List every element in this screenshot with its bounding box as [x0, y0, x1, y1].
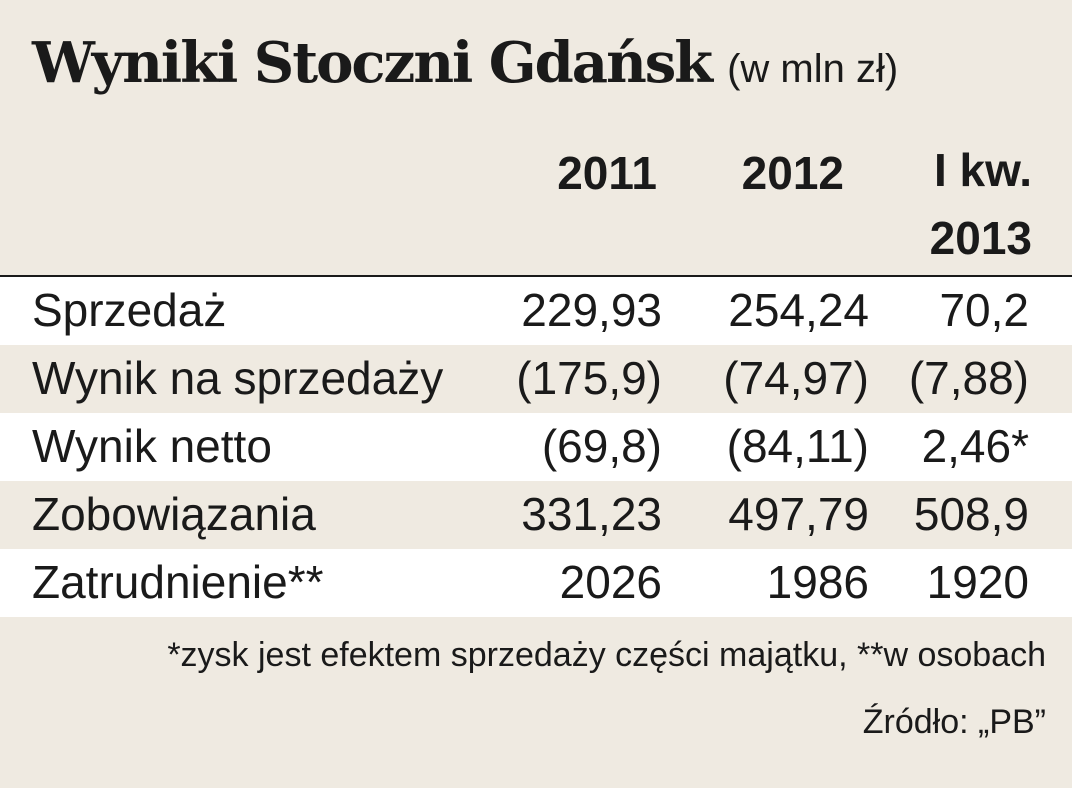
cell-q1-2013: 2,46* — [921, 420, 1029, 472]
row-label: Sprzedaż — [32, 284, 227, 336]
cell-q1-2013: 1920 — [926, 556, 1029, 608]
table-row: Wynik netto (69,8) (84,11) 2,46* — [0, 413, 1072, 481]
cell-2012: (74,97) — [723, 352, 869, 404]
cell-2011: (175,9) — [516, 352, 662, 404]
row-label: Zobowiązania — [32, 488, 316, 540]
column-header-q1-2013: I kw. 2013 — [892, 136, 1032, 272]
cell-q1-2013: (7,88) — [908, 352, 1029, 404]
cell-q1-2013: 70,2 — [939, 284, 1029, 336]
table-row: Wynik na sprzedaży (175,9) (74,97) (7,88… — [0, 345, 1072, 413]
cell-2011: 229,93 — [521, 284, 662, 336]
page-title: Wyniki Stoczni Gdańsk — [32, 30, 713, 96]
column-header-q1-line1: I kw. — [934, 144, 1032, 196]
cell-q1-2013: 508,9 — [913, 488, 1029, 540]
source-credit: Źródło: „PB” — [862, 703, 1046, 741]
results-table: Sprzedaż 229,93 254,24 70,2 Wynik na spr… — [0, 277, 1072, 617]
row-label: Wynik na sprzedaży — [32, 352, 444, 404]
header-divider — [0, 275, 1072, 277]
cell-2012: (84,11) — [726, 420, 869, 472]
column-header-2011: 2011 — [557, 147, 657, 199]
footnote: *zysk jest efektem sprzedaży części mają… — [167, 636, 1046, 674]
cell-2011: (69,8) — [541, 420, 662, 472]
cell-2011: 331,23 — [521, 488, 662, 540]
cell-2012: 254,24 — [728, 284, 869, 336]
table-row: Zobowiązania 331,23 497,79 508,9 — [0, 481, 1072, 549]
table-row: Zatrudnienie** 2026 1986 1920 — [0, 549, 1072, 617]
cell-2011: 2026 — [559, 556, 662, 608]
table-row: Sprzedaż 229,93 254,24 70,2 — [0, 277, 1072, 345]
row-label: Wynik netto — [32, 420, 272, 472]
column-header-2012: 2012 — [741, 147, 844, 199]
unit-label: (w mln zł) — [727, 47, 899, 91]
column-header-q1-line2: 2013 — [929, 212, 1032, 264]
cell-2012: 1986 — [766, 556, 869, 608]
title-row: Wyniki Stoczni Gdańsk (w mln zł) — [32, 30, 898, 96]
row-label: Zatrudnienie** — [32, 556, 324, 608]
cell-2012: 497,79 — [728, 488, 869, 540]
